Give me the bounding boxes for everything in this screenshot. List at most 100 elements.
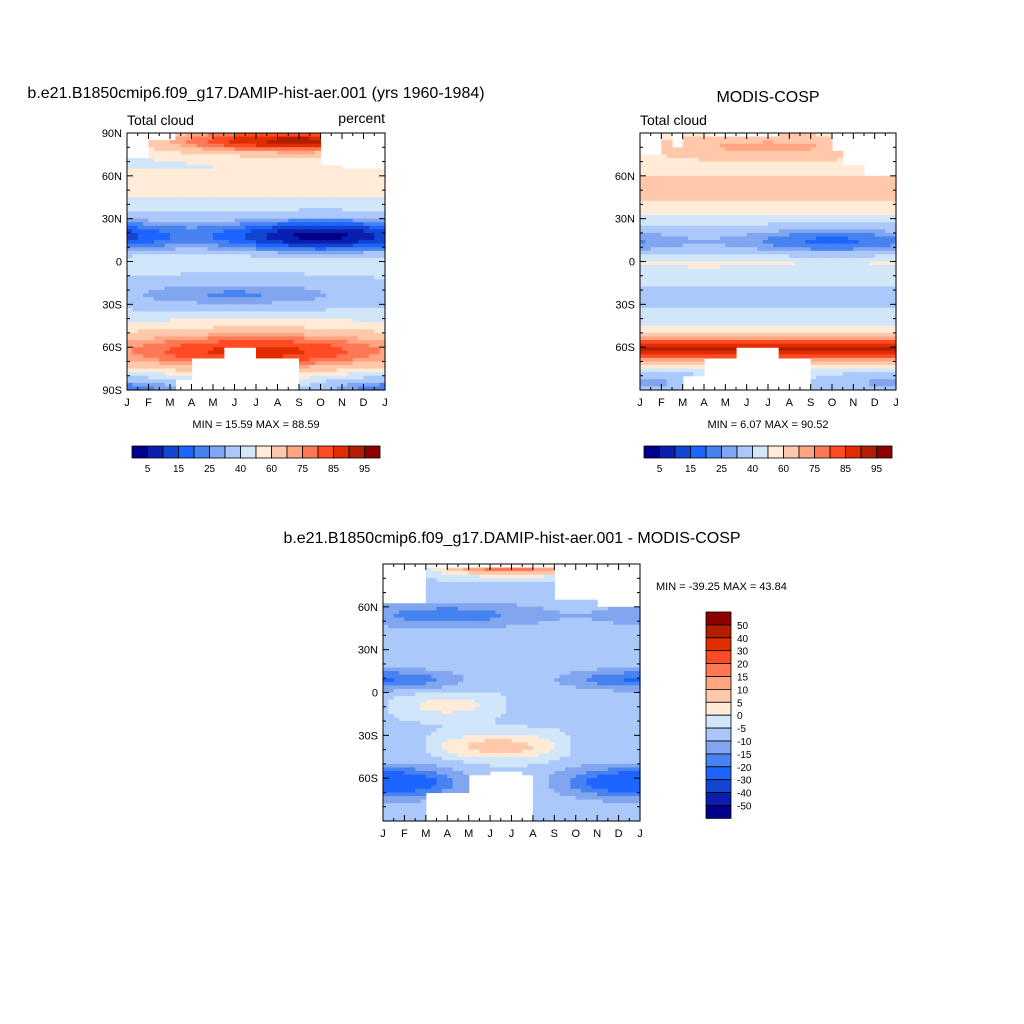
field-cell <box>677 186 684 191</box>
field-cell <box>789 200 796 205</box>
field-cell <box>315 293 322 298</box>
field-cell <box>331 336 338 341</box>
field-cell <box>202 347 209 352</box>
field-cell <box>358 211 365 216</box>
field-cell <box>325 304 332 309</box>
field-cell <box>352 168 359 173</box>
field-cell <box>202 343 209 348</box>
field-cell <box>698 204 705 209</box>
field-cell <box>288 340 295 345</box>
field-cell <box>213 265 219 270</box>
field-cell <box>645 182 652 188</box>
field-cell <box>794 225 801 230</box>
field-cell <box>730 140 737 145</box>
field-cell <box>693 232 700 238</box>
field-cell <box>363 304 370 309</box>
field-cell <box>645 232 652 238</box>
field-cell <box>229 165 236 170</box>
field-cell <box>175 229 182 234</box>
field-cell <box>175 361 182 366</box>
field-cell <box>164 257 171 263</box>
field-cell <box>304 311 311 316</box>
field-cell <box>293 172 300 177</box>
field-cell <box>730 157 737 163</box>
field-cell <box>358 272 365 277</box>
field-cell <box>309 332 316 338</box>
field-cell <box>848 240 854 245</box>
field-cell <box>309 236 316 241</box>
field-cell <box>143 172 150 177</box>
field-cell <box>315 207 322 213</box>
field-cell <box>730 243 737 248</box>
field-cell <box>672 193 678 198</box>
field-cell <box>153 350 160 355</box>
field-cell <box>218 290 225 295</box>
field-cell <box>736 215 742 220</box>
field-cell <box>239 311 246 316</box>
field-cell <box>730 193 737 198</box>
field-cell <box>890 250 897 255</box>
field-cell <box>288 336 295 341</box>
field-cell <box>159 307 166 313</box>
field-cell <box>148 225 155 230</box>
field-cell <box>272 272 279 277</box>
field-cell <box>853 204 860 209</box>
field-cell <box>336 197 343 202</box>
field-cell <box>650 247 657 252</box>
field-cell <box>821 254 828 259</box>
field-cell <box>880 250 886 255</box>
field-cell <box>773 243 780 248</box>
field-cell <box>288 190 295 195</box>
field-cell <box>773 175 780 180</box>
field-cell <box>132 247 139 252</box>
field-cell <box>331 272 338 277</box>
field-cell <box>672 247 678 252</box>
field-cell <box>379 354 386 359</box>
field-cell <box>293 186 300 191</box>
field-cell <box>720 190 726 195</box>
field-cell <box>282 200 289 205</box>
field-cell <box>299 350 305 355</box>
field-cell <box>693 257 700 263</box>
field-cell <box>704 211 710 216</box>
field-cell <box>666 154 673 159</box>
field-cell <box>709 193 716 198</box>
field-cell <box>239 286 246 291</box>
field-cell <box>239 165 246 170</box>
field-cell <box>837 172 844 177</box>
field-cell <box>352 211 359 216</box>
field-cell <box>693 136 700 141</box>
field-cell <box>347 282 354 288</box>
field-cell <box>650 268 657 273</box>
field-cell <box>672 254 678 259</box>
field-cell <box>148 218 155 223</box>
field-cell <box>741 211 748 216</box>
field-cell <box>170 150 176 156</box>
field-cell <box>810 143 817 148</box>
field-cell <box>352 286 359 291</box>
field-cell <box>132 365 139 370</box>
field-cell <box>358 207 365 213</box>
field-cell <box>709 222 716 227</box>
field-cell <box>148 250 155 255</box>
field-cell <box>677 147 684 152</box>
field-cell <box>191 332 198 338</box>
field-cell <box>202 304 209 309</box>
field-cell <box>191 286 198 291</box>
field-cell <box>848 207 854 213</box>
field-cell <box>661 204 668 209</box>
field-cell <box>320 340 327 345</box>
field-cell <box>746 229 753 234</box>
field-cell <box>143 211 150 216</box>
field-cell <box>170 365 176 370</box>
field-cell <box>347 297 354 302</box>
field-cell <box>789 182 796 188</box>
field-cell <box>288 325 295 330</box>
field-cell <box>358 168 365 173</box>
field-cell <box>757 200 764 205</box>
field-cell <box>666 215 673 220</box>
field-cell <box>191 157 198 163</box>
field-cell <box>272 200 279 205</box>
colorbar-label: 95 <box>359 464 371 475</box>
field-cell <box>186 136 193 141</box>
